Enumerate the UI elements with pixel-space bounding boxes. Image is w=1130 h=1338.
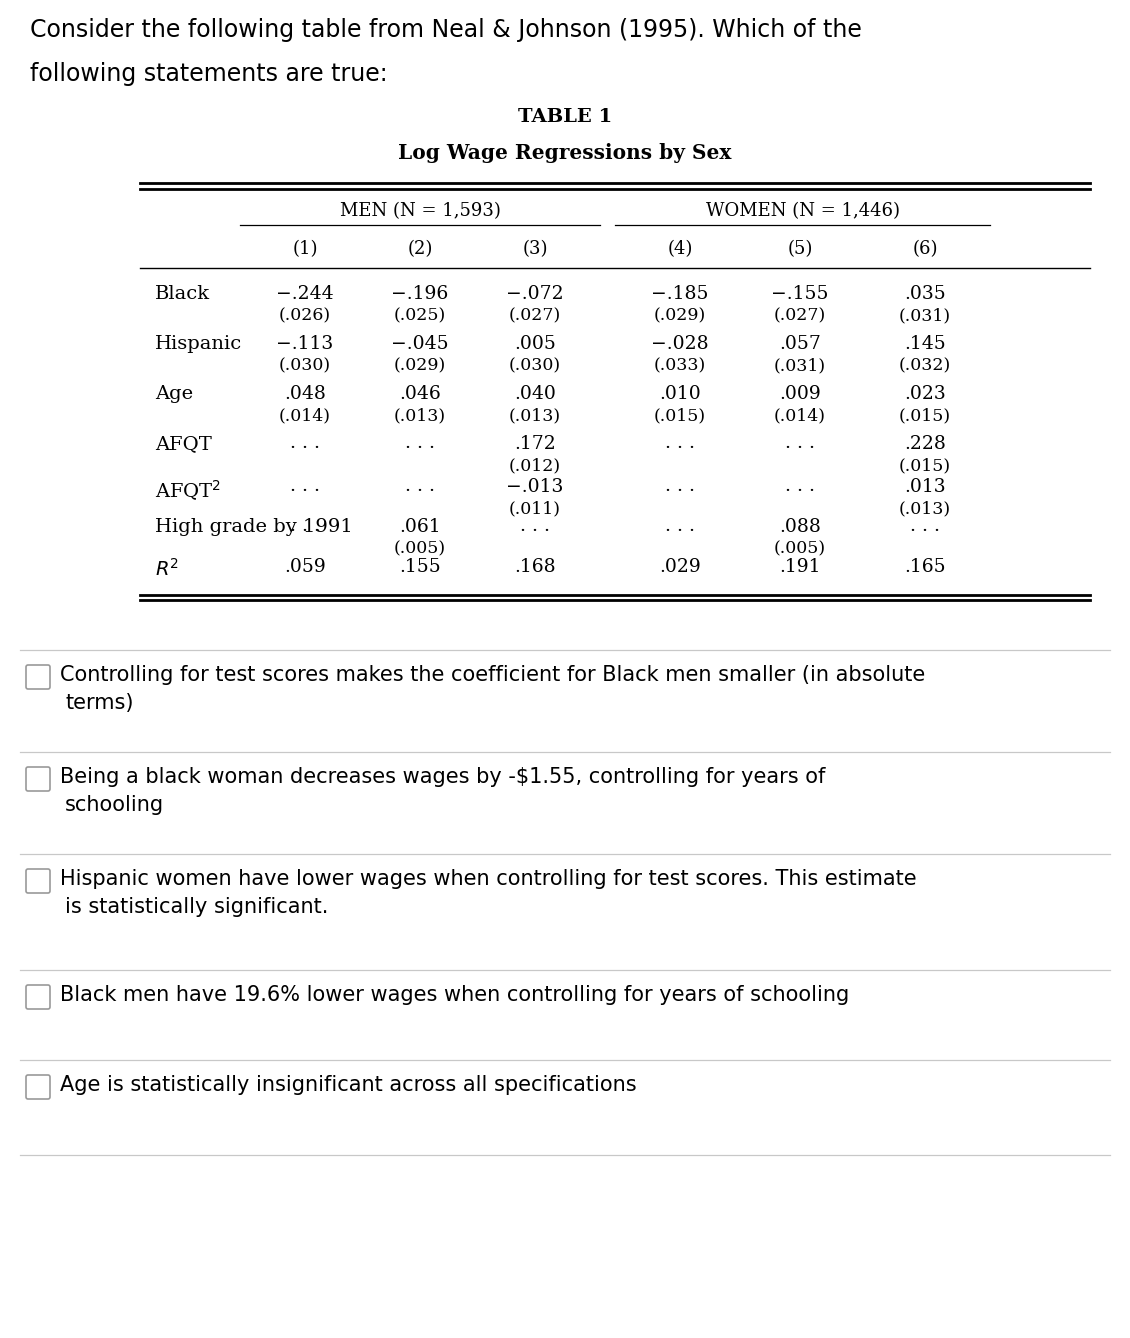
Text: Hispanic: Hispanic [155,334,242,353]
Text: · · ·: · · · [405,439,435,458]
Text: −.244: −.244 [276,285,333,302]
Text: .029: .029 [659,558,701,575]
Text: −.185: −.185 [651,285,709,302]
Text: .155: .155 [399,558,441,575]
Text: MEN (N = 1,593): MEN (N = 1,593) [339,202,501,219]
Text: Log Wage Regressions by Sex: Log Wage Regressions by Sex [398,143,732,163]
Text: · · ·: · · · [785,439,815,458]
Text: .168: .168 [514,558,556,575]
Text: Black: Black [155,285,210,302]
Text: .172: .172 [514,435,556,454]
Text: · · ·: · · · [290,439,320,458]
Text: Age: Age [155,385,193,403]
Text: (5): (5) [788,240,812,258]
Text: (.033): (.033) [654,357,706,375]
Text: .023: .023 [904,385,946,403]
Text: .191: .191 [780,558,820,575]
Text: · · ·: · · · [405,482,435,500]
Text: .165: .165 [904,558,946,575]
Text: .059: .059 [284,558,325,575]
Text: (.031): (.031) [899,306,951,324]
Text: (.032): (.032) [898,357,951,375]
FancyBboxPatch shape [26,767,50,791]
Text: −.113: −.113 [277,334,333,353]
Text: (.027): (.027) [774,306,826,324]
Text: (.026): (.026) [279,306,331,324]
Text: Being a black woman decreases wages by -$1.55, controlling for years of: Being a black woman decreases wages by -… [60,767,825,787]
Text: High grade by 1991: High grade by 1991 [155,518,353,537]
Text: (.030): (.030) [508,357,562,375]
Text: · · ·: · · · [664,439,695,458]
Text: (.013): (.013) [394,407,446,424]
Text: (.012): (.012) [508,458,562,474]
FancyBboxPatch shape [26,868,50,892]
Text: AFQT: AFQT [155,435,212,454]
Text: (1): (1) [293,240,318,258]
Text: (.013): (.013) [899,500,951,516]
Text: TABLE 1: TABLE 1 [518,108,612,126]
Text: (6): (6) [912,240,938,258]
Text: Consider the following table from Neal & Johnson (1995). Which of the: Consider the following table from Neal &… [31,17,862,41]
Text: −.045: −.045 [391,334,449,353]
Text: (.015): (.015) [899,458,951,474]
Text: .228: .228 [904,435,946,454]
Text: −.196: −.196 [391,285,449,302]
Text: · · ·: · · · [664,522,695,541]
Text: (3): (3) [522,240,548,258]
Text: (.031): (.031) [774,357,826,375]
Text: is statistically significant.: is statistically significant. [66,896,329,917]
Text: (.030): (.030) [279,357,331,375]
Text: Hispanic women have lower wages when controlling for test scores. This estimate: Hispanic women have lower wages when con… [60,868,916,888]
Text: (.005): (.005) [774,541,826,557]
Text: .145: .145 [904,334,946,353]
Text: .057: .057 [779,334,820,353]
Text: Age is statistically insignificant across all specifications: Age is statistically insignificant acros… [60,1074,636,1094]
Text: $R^2$: $R^2$ [155,558,180,579]
Text: −.155: −.155 [772,285,828,302]
Text: Black men have 19.6% lower wages when controlling for years of schooling: Black men have 19.6% lower wages when co… [60,985,850,1005]
Text: (.014): (.014) [279,407,331,424]
Text: (.011): (.011) [508,500,560,516]
FancyBboxPatch shape [26,665,50,689]
Text: .061: .061 [399,518,441,537]
Text: (.005): (.005) [394,541,446,557]
Text: (.029): (.029) [654,306,706,324]
Text: terms): terms) [66,693,133,713]
Text: −.028: −.028 [651,334,709,353]
Text: schooling: schooling [66,795,164,815]
Text: (.025): (.025) [394,306,446,324]
FancyBboxPatch shape [26,985,50,1009]
Text: (.029): (.029) [394,357,446,375]
Text: −.072: −.072 [506,285,564,302]
Text: .010: .010 [659,385,701,403]
Text: · · ·: · · · [290,482,320,500]
Text: (.014): (.014) [774,407,826,424]
Text: (.013): (.013) [508,407,562,424]
Text: · · ·: · · · [664,482,695,500]
Text: AFQT$^2$: AFQT$^2$ [155,478,221,503]
Text: .035: .035 [904,285,946,302]
Text: .013: .013 [904,478,946,496]
Text: (.027): (.027) [508,306,562,324]
Text: .005: .005 [514,334,556,353]
Text: WOMEN (N = 1,446): WOMEN (N = 1,446) [705,202,899,219]
Text: · · ·: · · · [290,522,320,541]
Text: −.013: −.013 [506,478,564,496]
Text: (2): (2) [407,240,433,258]
Text: · · ·: · · · [910,522,940,541]
Text: .040: .040 [514,385,556,403]
FancyBboxPatch shape [26,1074,50,1098]
Text: .088: .088 [779,518,820,537]
Text: · · ·: · · · [785,482,815,500]
Text: .046: .046 [399,385,441,403]
Text: .009: .009 [779,385,820,403]
Text: following statements are true:: following statements are true: [31,62,388,86]
Text: · · ·: · · · [520,522,550,541]
Text: (.015): (.015) [654,407,706,424]
Text: (.015): (.015) [899,407,951,424]
Text: (4): (4) [668,240,693,258]
Text: Controlling for test scores makes the coefficient for Black men smaller (in abso: Controlling for test scores makes the co… [60,665,925,685]
Text: .048: .048 [284,385,325,403]
